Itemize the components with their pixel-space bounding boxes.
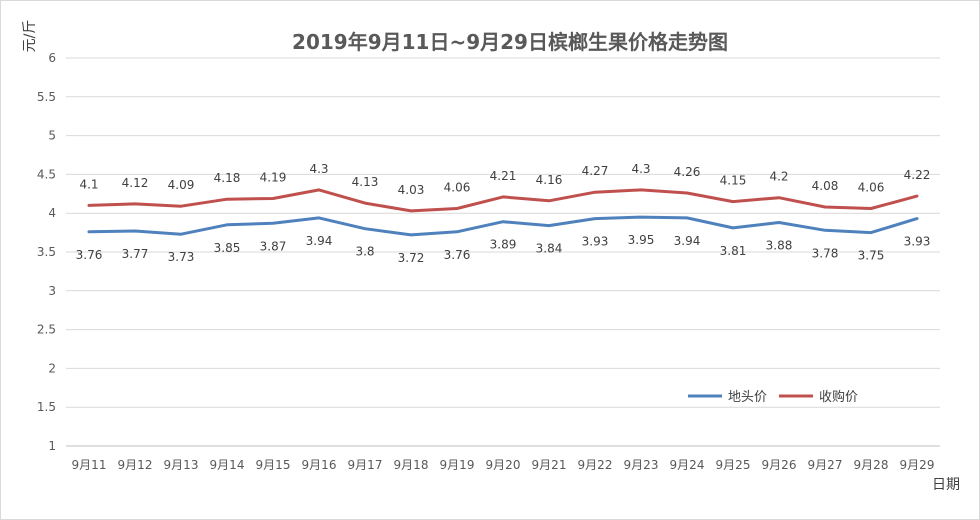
x-axis-ticks: 9月11 9月12 9月13 9月14 9月15 9月16 9月17 9月18 9月19 9月20…: [72, 458, 935, 472]
data-labels: 3.76 3.77 3.73 3.85 3.87 3.94 3.8 3.72 3.76 3.89 3…: [76, 162, 931, 265]
data-label: 4.3: [309, 162, 328, 176]
x-tick-label: 9月28: [854, 458, 889, 472]
data-label: 3.93: [904, 235, 931, 249]
legend-label: 地头价: [728, 390, 767, 405]
data-label: 3.76: [444, 248, 471, 262]
chart-title: 2019年9月11日~9月29日槟榔生果价格走势图: [292, 30, 728, 54]
data-label: 3.75: [858, 249, 885, 263]
data-label: 4.3: [631, 162, 650, 176]
y-axis-title: 元/斤: [22, 20, 38, 53]
x-tick-label: 9月13: [164, 458, 199, 472]
data-label: 3.8: [355, 245, 374, 259]
y-tick-label: 4: [48, 206, 56, 220]
x-tick-label: 9月18: [394, 458, 429, 472]
data-label: 4.08: [812, 179, 839, 193]
y-tick-label: 1.5: [37, 400, 56, 414]
x-tick-label: 9月15: [256, 458, 291, 472]
y-tick-label: 4.5: [37, 167, 56, 181]
data-label: 4.19: [260, 170, 287, 184]
x-tick-label: 9月21: [532, 458, 567, 472]
data-label: 3.73: [168, 250, 195, 264]
data-label: 3.76: [76, 248, 103, 262]
data-label: 3.88: [766, 239, 793, 253]
data-label: 4.13: [352, 175, 379, 189]
data-label: 3.94: [306, 234, 333, 248]
x-tick-label: 9月24: [670, 458, 705, 472]
data-label: 4.03: [398, 183, 425, 197]
data-label: 4.1: [79, 177, 98, 191]
x-tick-label: 9月16: [302, 458, 337, 472]
series-lines: [87, 188, 919, 237]
y-tick-label: 3.5: [37, 245, 56, 259]
data-label: 3.78: [812, 246, 839, 260]
x-tick-label: 9月11: [72, 458, 107, 472]
data-label: 4.21: [490, 169, 517, 183]
x-tick-label: 9月20: [486, 458, 521, 472]
data-label: 4.2: [769, 170, 788, 184]
data-label: 3.77: [122, 247, 149, 261]
data-label: 4.27: [582, 164, 609, 178]
data-label: 3.95: [628, 233, 655, 247]
x-tick-label: 9月27: [808, 458, 843, 472]
data-label: 4.09: [168, 178, 195, 192]
y-tick-label: 2: [48, 361, 56, 375]
y-tick-label: 1: [48, 439, 56, 453]
data-label: 3.84: [536, 242, 563, 256]
legend: 地头价 收购价: [688, 389, 858, 405]
data-label: 3.94: [674, 234, 701, 248]
data-label: 4.16: [536, 173, 563, 187]
data-label: 4.15: [720, 174, 747, 188]
grid-lines: [66, 57, 940, 447]
series-line: [87, 215, 919, 237]
y-tick-label: 5.5: [37, 90, 56, 104]
data-label: 3.93: [582, 235, 609, 249]
x-tick-label: 9月29: [900, 458, 935, 472]
data-label: 3.85: [214, 241, 241, 255]
data-label: 3.81: [720, 244, 747, 258]
data-label: 4.18: [214, 171, 241, 185]
x-tick-label: 9月14: [210, 458, 245, 472]
y-tick-label: 3: [48, 284, 56, 298]
x-tick-label: 9月12: [118, 458, 153, 472]
series-line: [87, 188, 919, 213]
y-tick-label: 5: [48, 129, 56, 143]
data-label: 4.06: [444, 181, 471, 195]
data-label: 3.89: [490, 238, 517, 252]
data-label: 3.72: [398, 251, 425, 265]
x-tick-label: 9月26: [762, 458, 797, 472]
x-axis-title: 日期: [932, 477, 960, 493]
x-tick-label: 9月22: [578, 458, 613, 472]
data-label: 4.26: [674, 165, 701, 179]
y-tick-label: 6: [48, 51, 56, 65]
data-label: 3.87: [260, 239, 287, 253]
y-tick-label: 2.5: [37, 323, 56, 337]
x-tick-label: 9月19: [440, 458, 475, 472]
data-label: 4.22: [904, 168, 931, 182]
x-tick-label: 9月23: [624, 458, 659, 472]
legend-label: 收购价: [819, 389, 858, 405]
y-axis-ticks: 1 1.5 2 2.5 3 3.5 4 4.5 5 5.5 6: [37, 51, 56, 453]
data-label: 4.06: [858, 181, 885, 195]
x-tick-label: 9月17: [348, 458, 383, 472]
x-tick-label: 9月25: [716, 458, 751, 472]
data-label: 4.12: [122, 176, 149, 190]
